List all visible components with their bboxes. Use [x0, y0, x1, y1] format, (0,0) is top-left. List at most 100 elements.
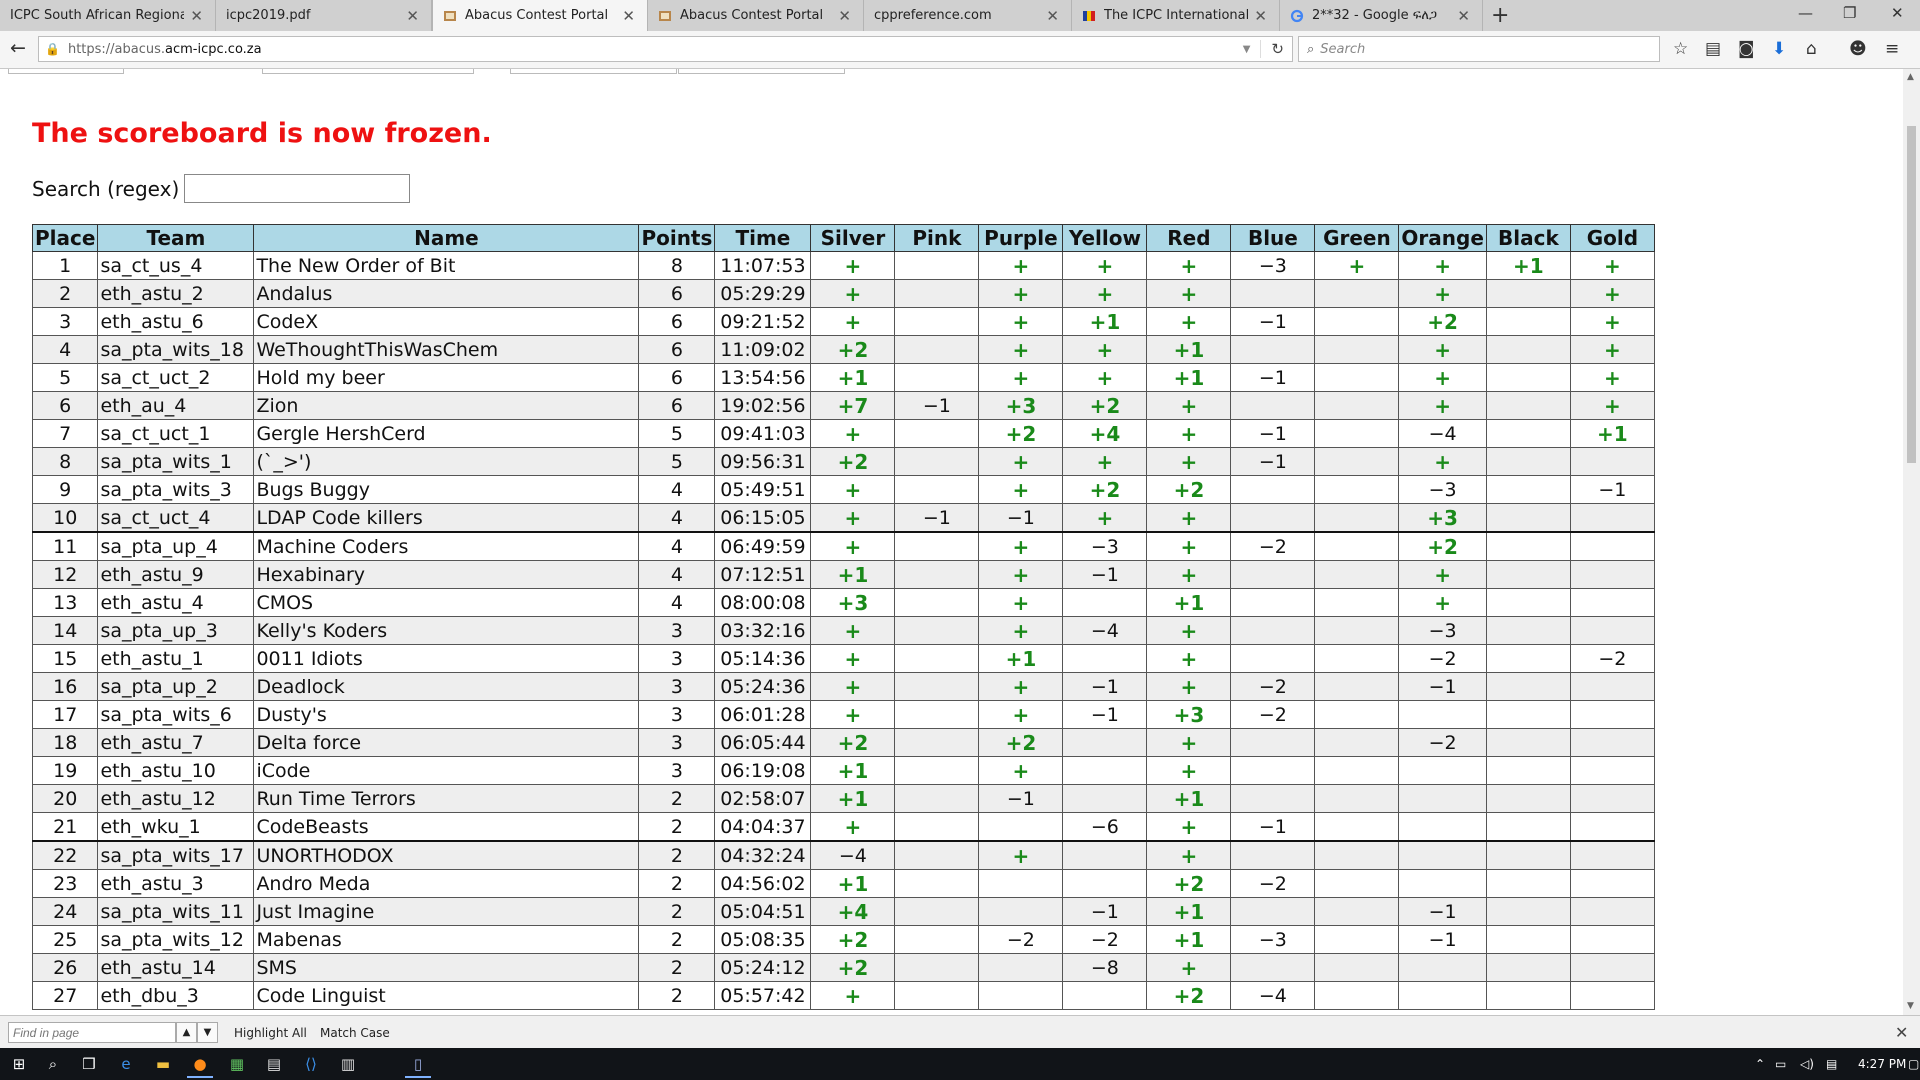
menu-hamburger-icon[interactable]: ≡: [1885, 39, 1900, 59]
column-header-green[interactable]: Green: [1314, 224, 1400, 252]
tab-close-icon[interactable]: ✕: [838, 6, 851, 25]
home-icon[interactable]: ⌂: [1806, 39, 1817, 59]
find-in-page-input[interactable]: [8, 1022, 176, 1043]
windows-start-icon[interactable]: ⊞: [12, 1055, 26, 1073]
file-explorer-icon[interactable]: ▬: [155, 1055, 171, 1073]
find-previous-icon[interactable]: ▲: [176, 1022, 197, 1043]
minimize-icon[interactable]: —: [1798, 4, 1813, 22]
calculator-icon[interactable]: ▥: [340, 1055, 356, 1073]
column-header-place[interactable]: Place: [31, 224, 99, 252]
tab-close-icon[interactable]: ✕: [1046, 6, 1059, 25]
cell-blue: [1230, 588, 1316, 617]
cell-team: sa_pta_wits_11: [97, 897, 255, 926]
vscode-icon[interactable]: ⟨⟩: [305, 1055, 317, 1073]
column-header-name[interactable]: Name: [253, 224, 640, 252]
match-case-toggle[interactable]: Match Case: [320, 1026, 390, 1040]
tray-overflow-icon[interactable]: ⌃: [1755, 1057, 1766, 1071]
firefox-icon[interactable]: ●: [187, 1052, 213, 1078]
cell-green: [1314, 925, 1400, 954]
document-app-icon[interactable]: ▤: [266, 1055, 282, 1073]
tab-google-search[interactable]: 2**32 - Google ፍለጋ ✕: [1280, 0, 1483, 31]
scroll-down-icon[interactable]: ▼: [1907, 1001, 1914, 1011]
highlight-all-toggle[interactable]: Highlight All: [234, 1026, 307, 1040]
cell-black: [1485, 672, 1571, 701]
column-header-silver[interactable]: Silver: [810, 224, 896, 252]
cell-purple: +: [978, 307, 1064, 336]
taskbar-clock[interactable]: 4:27 PM: [1858, 1057, 1907, 1071]
cell-red: +1: [1146, 335, 1232, 364]
network-icon[interactable]: ▭: [1775, 1057, 1787, 1071]
tab-abacus-active[interactable]: Abacus Contest Portal ✕: [432, 0, 648, 31]
reload-icon[interactable]: ↻: [1260, 40, 1284, 58]
tab-close-icon[interactable]: ✕: [1457, 6, 1470, 25]
cell-time: 09:56:31: [714, 447, 812, 476]
cell-team: eth_astu_6: [97, 307, 255, 336]
cell-black: [1485, 840, 1571, 870]
restore-icon[interactable]: ❐: [1843, 4, 1857, 22]
cell-team: sa_pta_up_4: [97, 531, 255, 561]
volume-icon[interactable]: ◁): [1800, 1057, 1814, 1071]
bookmarks-library-icon[interactable]: ▤: [1705, 39, 1722, 59]
column-header-pink[interactable]: Pink: [894, 224, 980, 252]
cell-time: 06:49:59: [714, 531, 812, 561]
tab-icpc2019-pdf[interactable]: icpc2019.pdf ✕: [216, 0, 432, 31]
bookmark-star-icon[interactable]: ☆: [1673, 39, 1689, 59]
vertical-scrollbar[interactable]: ▲ ▼: [1903, 69, 1920, 1015]
pocket-icon[interactable]: ◙: [1738, 39, 1755, 59]
column-header-purple[interactable]: Purple: [978, 224, 1064, 252]
scrollbar-thumb[interactable]: [1907, 126, 1916, 463]
cell-red: +: [1146, 756, 1232, 785]
column-header-team[interactable]: Team: [97, 224, 255, 252]
tab-close-icon[interactable]: ✕: [1254, 6, 1267, 25]
cell-black: [1485, 588, 1571, 617]
notepad-icon[interactable]: ▯: [405, 1052, 431, 1078]
column-header-yellow[interactable]: Yellow: [1062, 224, 1148, 252]
cell-gold: +: [1569, 391, 1655, 420]
edge-browser-icon[interactable]: e: [121, 1055, 131, 1073]
column-header-orange[interactable]: Orange: [1398, 224, 1487, 252]
cell-gold: [1569, 447, 1655, 476]
cell-blue: −1: [1230, 812, 1316, 842]
cell-green: [1314, 475, 1400, 504]
cell-yellow: −1: [1062, 700, 1148, 729]
new-tab-plus-icon[interactable]: +: [1491, 3, 1510, 28]
tab-cppreference[interactable]: cppreference.com ✕: [864, 0, 1072, 31]
cell-silver: +2: [810, 728, 896, 757]
cell-purple: +: [978, 700, 1064, 729]
chat-icon[interactable]: ☻: [1849, 39, 1867, 59]
column-header-time[interactable]: Time: [714, 224, 812, 252]
tab-close-icon[interactable]: ✕: [622, 6, 635, 25]
find-next-icon[interactable]: ▼: [197, 1022, 218, 1043]
url-bar[interactable]: 🔒 https://abacus. acm-icpc.co.za ▼ ↻: [38, 36, 1293, 62]
notifications-icon[interactable]: ▢: [1908, 1057, 1920, 1071]
regex-search-input[interactable]: [184, 174, 410, 203]
tab-close-icon[interactable]: ✕: [406, 6, 419, 25]
cell-time: 04:56:02: [714, 869, 812, 898]
cell-yellow: +2: [1062, 391, 1148, 420]
url-dropdown-icon[interactable]: ▼: [1242, 43, 1251, 55]
cell-name: UNORTHODOX: [253, 840, 640, 870]
taskbar-search-icon[interactable]: ⌕: [48, 1055, 58, 1073]
cell-green: [1314, 531, 1400, 561]
browser-tab-strip: ICPC South African Regional ✕ icpc2019.p…: [0, 0, 1920, 32]
tab-icpc-regional[interactable]: ICPC South African Regional ✕: [0, 0, 216, 31]
downloads-icon[interactable]: ⬇: [1772, 39, 1787, 59]
language-icon[interactable]: ▤: [1826, 1057, 1838, 1071]
tab-abacus[interactable]: Abacus Contest Portal ✕: [648, 0, 864, 31]
window-close-icon[interactable]: ✕: [1891, 4, 1904, 22]
web-search-bar[interactable]: ⌕ Search: [1298, 36, 1660, 62]
cell-name: Zion: [253, 391, 640, 420]
task-view-icon[interactable]: ❒: [82, 1055, 96, 1073]
tab-icpc-international[interactable]: The ICPC International Co... ✕: [1072, 0, 1280, 31]
column-header-blue[interactable]: Blue: [1230, 224, 1316, 252]
column-header-points[interactable]: Points: [638, 224, 716, 252]
cell-purple: +: [978, 588, 1064, 617]
windows-store-icon[interactable]: ▦: [229, 1055, 245, 1073]
scroll-up-icon[interactable]: ▲: [1907, 72, 1914, 82]
back-arrow-icon[interactable]: ←: [10, 37, 26, 59]
column-header-red[interactable]: Red: [1146, 224, 1232, 252]
find-bar-close-icon[interactable]: ✕: [1895, 1023, 1909, 1042]
tab-close-icon[interactable]: ✕: [190, 6, 203, 25]
column-header-black[interactable]: Black: [1485, 224, 1571, 252]
column-header-gold[interactable]: Gold: [1569, 224, 1655, 252]
